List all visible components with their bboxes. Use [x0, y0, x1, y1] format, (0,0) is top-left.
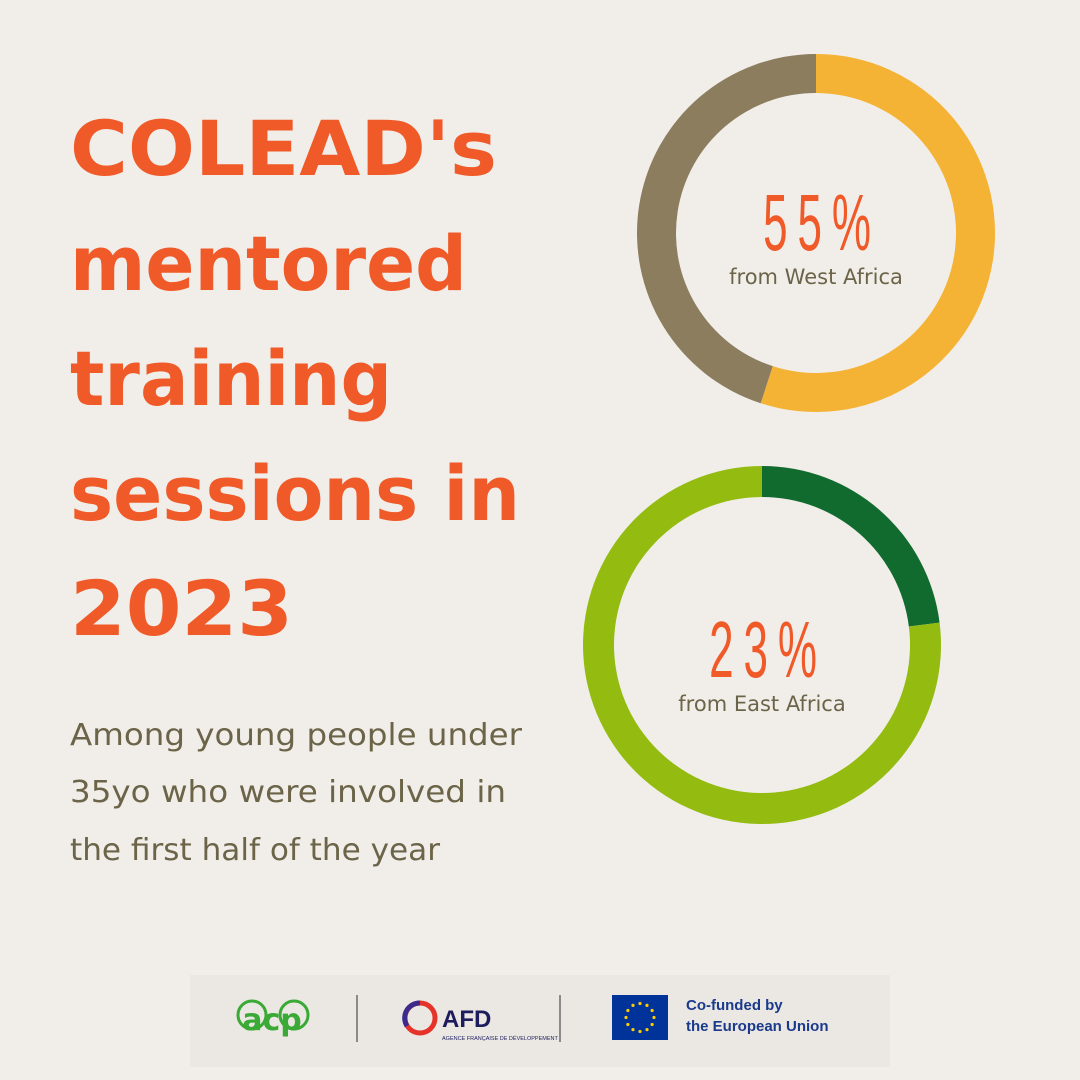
- value-label: 55%: [763, 178, 881, 267]
- eu-star: [624, 1015, 628, 1020]
- eu-star: [638, 1029, 642, 1034]
- donut-segment: [760, 54, 996, 413]
- donut-caption: from West Africa: [729, 265, 903, 289]
- eu-flag: [612, 995, 668, 1040]
- donut-segment: [637, 54, 816, 404]
- eu-star: [650, 1022, 654, 1027]
- eu-text: the European Union: [686, 1018, 829, 1035]
- eu-star: [645, 1003, 649, 1007]
- acp-logo: acp: [236, 999, 310, 1038]
- donut-segment: [762, 466, 940, 627]
- eu-star: [626, 1008, 630, 1013]
- subtitle-line: the first half of the year: [70, 833, 441, 868]
- donut-caption: from East Africa: [678, 692, 845, 716]
- eu-star: [626, 1022, 630, 1027]
- eu-star: [650, 1008, 654, 1013]
- title-line: sessions in: [70, 449, 520, 538]
- eu-star: [631, 1028, 635, 1032]
- title-line: 2023: [70, 564, 293, 653]
- value-label: 23%: [709, 605, 827, 694]
- title-line: training: [70, 334, 392, 423]
- eu-star: [638, 1001, 642, 1006]
- title-line: mentored: [70, 219, 467, 308]
- eu-star: [631, 1003, 635, 1007]
- title-line: COLEAD's: [70, 104, 497, 193]
- acp-text: acp: [242, 1003, 302, 1038]
- subtitle-line: 35yo who were involved in: [70, 775, 506, 810]
- afd-logo: AFD AGENCE FRANÇAISE DE DÉVELOPPEMENT: [402, 1000, 558, 1042]
- subtitle-line: Among young people under: [70, 718, 523, 753]
- eu-text: Co-funded by: [686, 997, 783, 1014]
- afd-text: AFD: [442, 1006, 491, 1033]
- eu-stars: [624, 1001, 656, 1034]
- eu-star: [645, 1028, 649, 1032]
- eu-star: [652, 1015, 656, 1020]
- afd-subtext: AGENCE FRANÇAISE DE DÉVELOPPEMENT: [442, 1035, 558, 1042]
